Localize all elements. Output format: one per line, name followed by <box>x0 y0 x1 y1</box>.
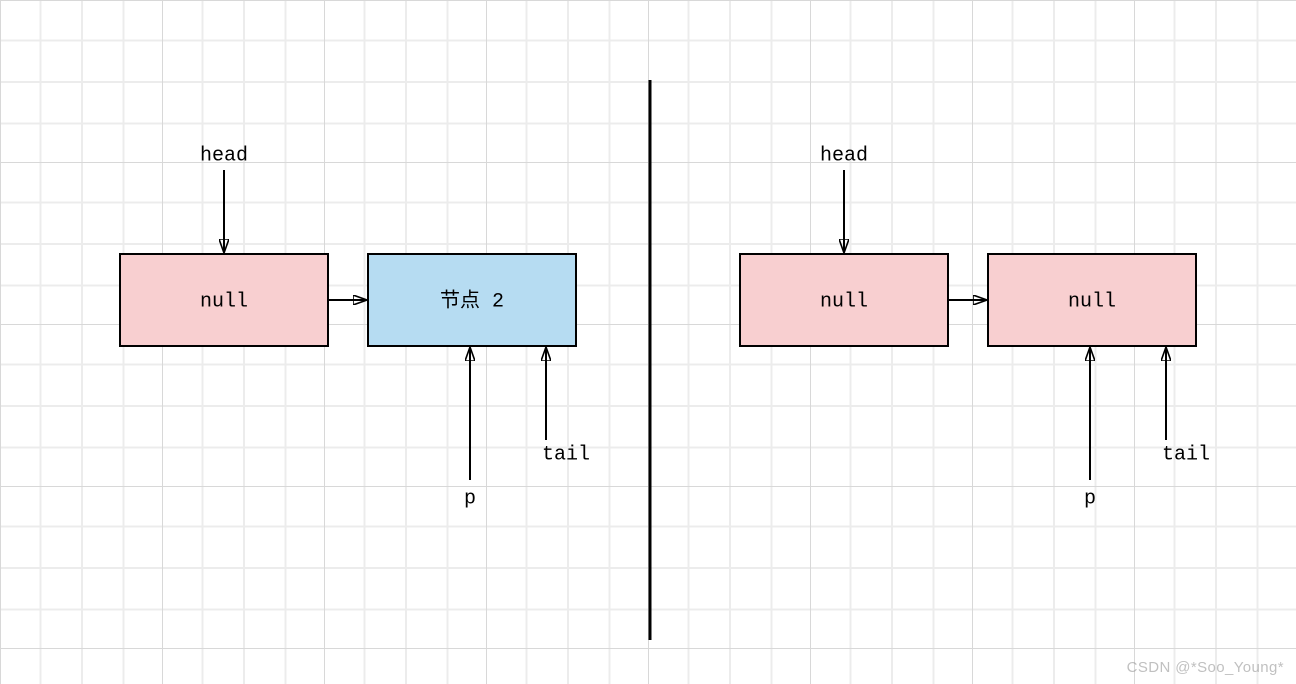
node-label-R1: null <box>820 290 868 313</box>
label-head-left: head <box>200 144 248 167</box>
label-head-right: head <box>820 144 868 167</box>
label-tail-right: tail <box>1162 443 1210 466</box>
watermark: CSDN @*Soo_Young* <box>1127 659 1284 676</box>
node-label-R2: null <box>1068 290 1116 313</box>
label-p-left: p <box>464 487 476 510</box>
nodes-group: null 节点 2 null null <box>120 254 1196 346</box>
node-label-L1: null <box>200 290 248 313</box>
node-label-L2: 节点 2 <box>440 288 504 313</box>
label-p-right: p <box>1084 487 1096 510</box>
diagram-canvas: null 节点 2 null null head head p tail p tail <box>0 0 1296 684</box>
label-tail-left: tail <box>542 443 590 466</box>
